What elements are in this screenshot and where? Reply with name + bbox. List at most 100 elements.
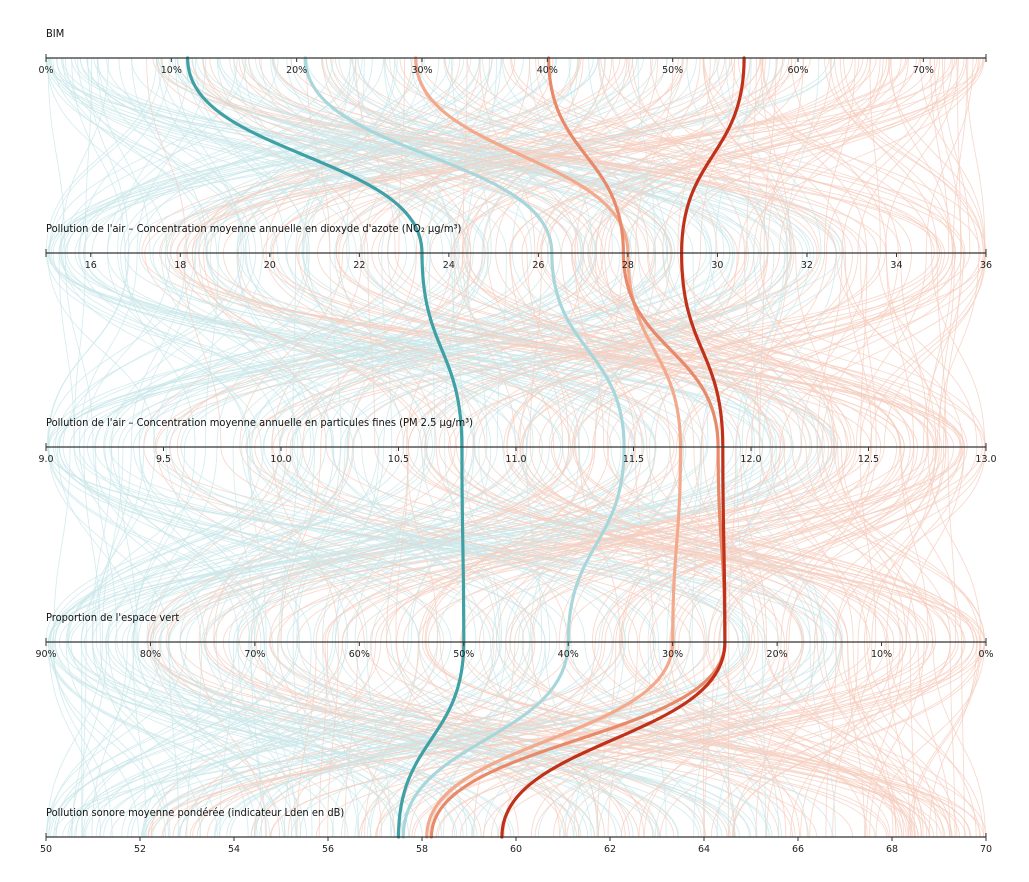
background-line	[55, 57, 384, 838]
background-line	[322, 57, 980, 838]
background-line	[271, 57, 683, 838]
tick-label: 54	[228, 844, 240, 855]
highlight-line-4	[429, 56, 727, 839]
tick-label: 32	[801, 260, 813, 271]
background-line	[187, 57, 915, 838]
tick-label: 50%	[662, 65, 683, 76]
axis-noise: Pollution sonore moyenne pondérée (indic…	[40, 806, 992, 855]
tick-label: 12.5	[858, 454, 879, 465]
background-line	[558, 57, 957, 838]
background-line	[354, 57, 844, 838]
highlight-line-2	[303, 56, 626, 839]
background-line	[48, 57, 528, 838]
background-line	[159, 57, 697, 838]
background-line	[103, 57, 659, 838]
tick-label: 70	[980, 844, 992, 855]
axis-title: Pollution de l'air – Concentration moyen…	[46, 416, 473, 429]
background-line	[164, 57, 594, 838]
background-line	[191, 57, 895, 838]
background-line	[522, 57, 959, 838]
background-line	[386, 57, 936, 838]
background-line	[147, 57, 674, 838]
tick-label: 10.0	[270, 454, 291, 465]
background-line	[91, 57, 668, 838]
background-line	[70, 57, 818, 838]
tick-label: 20%	[286, 65, 307, 76]
background-line	[67, 57, 660, 838]
background-line	[47, 57, 830, 838]
tick-label: 22	[353, 260, 365, 271]
background-line	[165, 57, 758, 838]
tick-label: 90%	[35, 649, 56, 660]
highlight-line-1	[186, 56, 466, 839]
tick-label: 80%	[140, 649, 161, 660]
background-line	[364, 57, 947, 838]
background-line	[46, 57, 725, 838]
background-line	[627, 57, 911, 838]
tick-label: 18	[174, 260, 186, 271]
background-line	[45, 57, 793, 838]
background-line	[179, 57, 821, 838]
tick-label: 24	[443, 260, 455, 271]
background-line	[572, 57, 962, 838]
axis-green: Proportion de l'espace vert 90% 80% 70% 60% 5…	[35, 611, 993, 660]
background-line	[302, 57, 638, 838]
background-line	[52, 57, 808, 838]
background-line	[47, 57, 754, 838]
background-line	[48, 57, 739, 838]
background-line	[183, 57, 981, 838]
background-line	[159, 57, 965, 838]
background-line	[213, 57, 920, 838]
background-line	[451, 57, 938, 838]
tick-label: 13.0	[975, 454, 996, 465]
background-line	[55, 57, 592, 838]
tick-label: 0%	[38, 65, 53, 76]
background-line	[335, 57, 918, 838]
background-line	[53, 57, 712, 838]
tick-label: 34	[890, 260, 902, 271]
background-line	[424, 57, 977, 838]
background-line	[358, 57, 969, 838]
background-line	[77, 57, 671, 838]
axis-title: Proportion de l'espace vert	[46, 611, 179, 624]
background-line	[290, 57, 825, 838]
background-line	[203, 57, 966, 838]
tick-label: 11.0	[505, 454, 526, 465]
background-lines	[45, 57, 987, 838]
tick-label: 11.5	[623, 454, 644, 465]
axis-pm25: Pollution de l'air – Concentration moyen…	[38, 416, 996, 465]
tick-label: 64	[698, 844, 710, 855]
tick-label: 16	[85, 260, 97, 271]
background-line	[74, 57, 804, 838]
background-line	[270, 57, 907, 838]
background-line	[92, 57, 590, 838]
tick-label: 10%	[871, 649, 892, 660]
axis-title: Pollution de l'air – Concentration moyen…	[46, 222, 461, 235]
tick-label: 10%	[161, 65, 182, 76]
background-line	[83, 57, 480, 838]
background-line	[121, 57, 734, 838]
tick-label: 10.5	[388, 454, 409, 465]
background-line	[290, 57, 943, 838]
background-line	[107, 57, 740, 838]
background-line	[191, 57, 785, 838]
tick-label: 30%	[411, 65, 432, 76]
background-line	[165, 57, 617, 838]
background-line	[131, 57, 679, 838]
background-line	[147, 57, 953, 838]
background-line	[154, 57, 979, 838]
background-line	[192, 57, 784, 838]
background-line	[78, 57, 767, 838]
background-line	[506, 57, 928, 838]
background-line	[538, 57, 977, 838]
background-line	[255, 57, 571, 838]
background-line	[420, 57, 982, 838]
tick-label: 12.0	[740, 454, 761, 465]
background-line	[161, 57, 904, 838]
background-line	[622, 57, 987, 838]
tick-label: 60%	[349, 649, 370, 660]
background-line	[369, 57, 820, 838]
background-line	[57, 57, 632, 838]
tick-label: 0%	[978, 649, 993, 660]
